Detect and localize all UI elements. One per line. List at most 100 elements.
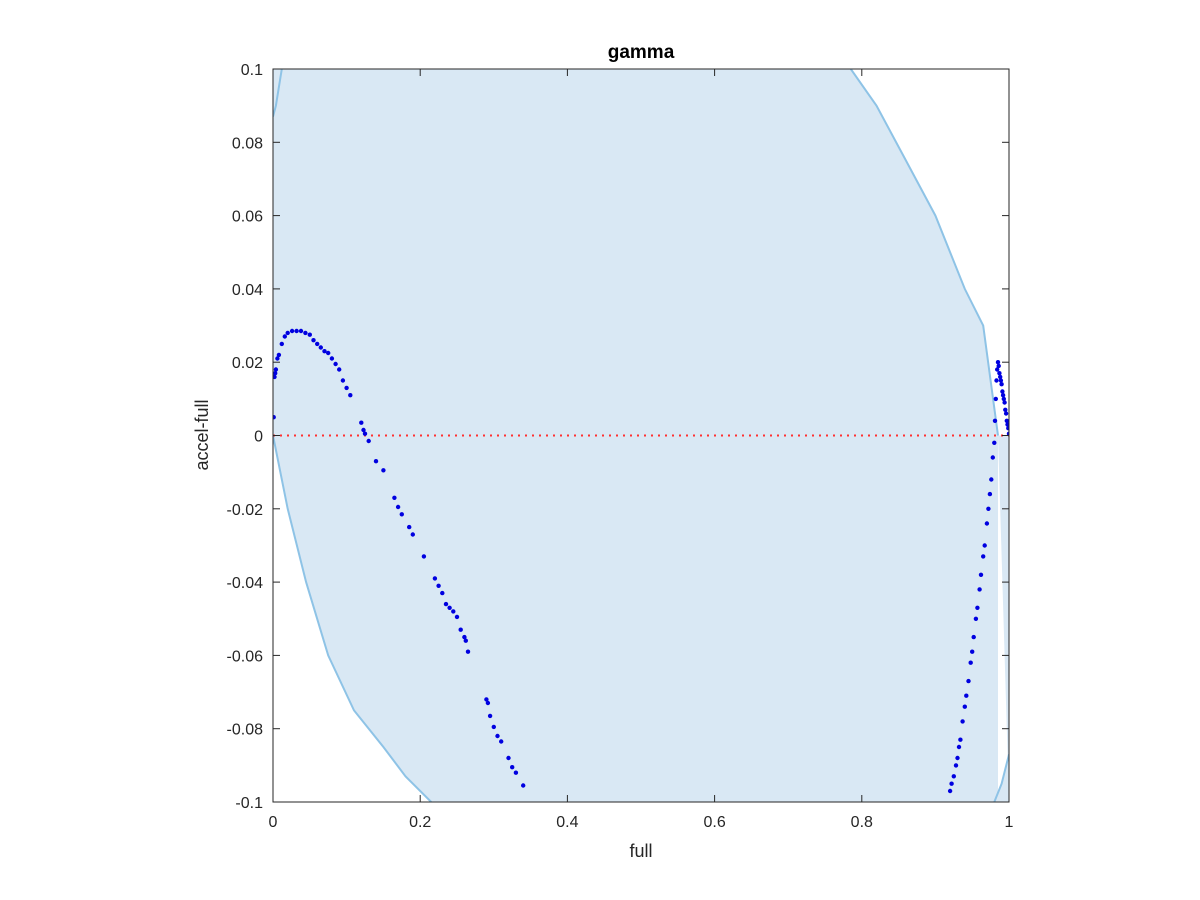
region-fill-wedge <box>994 754 1009 802</box>
data-point <box>381 468 386 473</box>
data-point <box>279 341 284 347</box>
data-point <box>953 763 959 768</box>
data-point <box>454 614 460 620</box>
data-point <box>1006 426 1009 431</box>
data-point <box>1006 431 1009 436</box>
data-point <box>994 378 999 383</box>
data-point <box>996 363 1001 369</box>
y-tick-label: 0.08 <box>232 135 263 152</box>
data-point <box>495 733 500 739</box>
data-point <box>987 491 993 497</box>
data-point <box>968 660 973 665</box>
data-point <box>436 583 441 588</box>
x-tick-label: 1 <box>1005 814 1014 831</box>
region-fill-strip <box>998 435 1009 802</box>
data-point <box>513 770 519 775</box>
data-points <box>273 328 1009 794</box>
data-point <box>999 382 1004 387</box>
data-point <box>273 371 278 376</box>
data-point <box>344 385 349 391</box>
data-point <box>975 605 980 610</box>
data-point <box>1002 400 1007 405</box>
data-point <box>964 693 969 698</box>
left-boundary-bottom <box>273 435 432 802</box>
data-point <box>366 438 371 444</box>
data-point <box>289 328 295 334</box>
data-point <box>322 349 327 354</box>
y-tick-label: -0.04 <box>227 575 264 592</box>
data-point <box>462 634 467 640</box>
data-point <box>282 334 287 339</box>
data-point <box>995 360 1001 365</box>
data-point <box>970 649 975 654</box>
data-point <box>303 330 308 336</box>
data-point <box>399 512 404 517</box>
data-point <box>955 755 960 761</box>
data-point <box>1001 396 1006 402</box>
data-point <box>484 697 489 702</box>
y-tick-label: -0.06 <box>227 648 264 665</box>
data-point <box>986 506 991 511</box>
data-point <box>951 774 956 779</box>
data-point <box>993 396 998 402</box>
data-point <box>348 393 353 398</box>
axes <box>272 68 1010 803</box>
data-point <box>395 504 401 510</box>
y-axis-label: accel-full <box>192 399 212 470</box>
y-tick-label: -0.1 <box>235 795 263 812</box>
data-point <box>307 332 312 337</box>
data-point <box>506 755 511 761</box>
data-point <box>285 330 290 336</box>
data-point <box>373 459 379 464</box>
data-point <box>465 649 471 654</box>
data-point <box>432 576 438 581</box>
data-point <box>362 431 368 436</box>
chart-title: gamma <box>608 42 675 63</box>
x-tick-label: 0 <box>269 814 278 831</box>
data-point <box>510 765 515 770</box>
data-point <box>499 739 504 744</box>
data-point <box>989 477 994 482</box>
data-point <box>326 350 331 356</box>
data-point <box>273 367 279 372</box>
data-point <box>971 634 976 640</box>
x-axis-label: full <box>629 841 652 861</box>
data-point <box>333 361 338 367</box>
data-point <box>273 374 277 380</box>
data-point <box>298 328 304 334</box>
data-point <box>463 638 468 643</box>
data-point <box>458 627 463 632</box>
y-tick-label: 0.06 <box>232 209 263 226</box>
data-point <box>977 587 982 592</box>
data-point <box>990 455 995 460</box>
data-point <box>995 367 1000 372</box>
data-point <box>997 371 1002 376</box>
data-point <box>998 374 1003 380</box>
data-point <box>992 418 998 423</box>
data-point <box>521 783 526 788</box>
y-tick-label: -0.08 <box>227 722 264 739</box>
data-point <box>992 440 997 445</box>
data-point <box>998 378 1004 383</box>
data-point <box>958 737 963 742</box>
data-point <box>337 367 342 372</box>
data-point <box>275 356 280 361</box>
y-tick-label: -0.02 <box>227 502 264 519</box>
data-point <box>315 341 320 347</box>
data-point <box>947 788 953 794</box>
y-tick-label: 0 <box>254 429 263 446</box>
y-tick-label: 0.04 <box>232 282 263 299</box>
data-point <box>1004 418 1009 423</box>
data-point <box>361 427 366 433</box>
data-point <box>1003 411 1009 416</box>
y-tick-label: 0.02 <box>232 355 263 372</box>
data-point <box>1000 393 1006 398</box>
data-point <box>966 678 971 684</box>
x-tick-label: 0.8 <box>851 814 873 831</box>
data-point <box>487 713 493 719</box>
x-tick-label: 0.6 <box>703 814 725 831</box>
data-point <box>1005 422 1009 427</box>
data-point <box>329 356 335 361</box>
data-point <box>978 572 984 577</box>
data-point <box>311 338 316 343</box>
